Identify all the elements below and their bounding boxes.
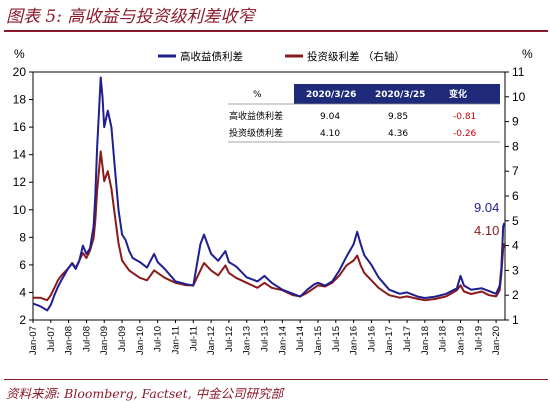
x-tick-label: Jan-14	[277, 326, 288, 355]
title-divider	[4, 30, 548, 32]
left-tick-label: 4	[19, 285, 26, 299]
investment-grade-series-line	[33, 150, 506, 302]
table-cell-negative: -0.26	[453, 129, 477, 139]
x-tick-label: Jan-15	[313, 326, 324, 355]
left-tick-label: 16	[13, 120, 27, 134]
x-tick-label: Jul-17	[402, 326, 413, 352]
left-tick-label: 18	[13, 93, 27, 107]
table-header-bg	[294, 84, 500, 104]
x-tick-label: Jan-13	[242, 326, 253, 355]
table-row-label: 高收益债利差	[229, 110, 283, 122]
legend-label-high-yield: 高收益债利差	[180, 50, 243, 63]
table-header-date-1: 2020/3/26	[306, 90, 356, 100]
right-tick-label: 2	[512, 288, 519, 302]
right-tick-label: 11	[512, 65, 525, 79]
table-header-corner: %	[253, 90, 262, 100]
x-tick-label: Jul-15	[331, 326, 342, 352]
left-tick-label: 10	[13, 203, 27, 217]
table-cell-negative: -0.81	[453, 112, 476, 122]
x-tick-label: Jan-19	[455, 326, 466, 355]
left-tick-label: 14	[13, 148, 27, 162]
x-tick-label: Jul-07	[46, 326, 57, 352]
right-tick-label: 9	[512, 115, 519, 129]
table-header-change: 变化	[449, 88, 467, 100]
table-row-label: 投资级债利差	[229, 127, 283, 139]
x-tick-label: Jul-10	[153, 326, 164, 352]
left-tick-label: 2	[19, 313, 26, 327]
end-label-high-yield: 9.04	[474, 200, 499, 215]
right-axis-unit: %	[522, 47, 533, 61]
table-cell: 9.85	[388, 112, 408, 122]
right-tick-label: 8	[512, 139, 519, 153]
right-tick-label: 3	[512, 263, 519, 277]
right-tick-label: 1	[512, 313, 519, 327]
legend-label-investment-grade: 投资级利差 （右轴）	[307, 50, 405, 63]
table-header-date-2: 2020/3/25	[375, 90, 425, 100]
x-tick-label: Jul-19	[473, 326, 484, 352]
left-tick-label: 20	[13, 65, 27, 79]
series-lines	[32, 76, 506, 312]
x-tick-label: Jul-08	[81, 326, 92, 352]
x-tick-label: Jan-16	[349, 326, 360, 355]
x-tick-label: Jan-11	[170, 326, 181, 354]
right-tick-label: 4	[512, 239, 519, 253]
legend: 高收益债利差 投资级利差 （右轴）	[158, 50, 405, 63]
x-tick-label: Jul-16	[366, 326, 377, 352]
high-yield-series-line	[32, 76, 506, 312]
spread-table: % 2020/3/26 2020/3/25 变化 高收益债利差 9.04 9.8…	[228, 84, 500, 143]
x-tick-label: Jan-17	[384, 326, 395, 355]
x-axis: Jan-07 Jul-07 Jan-08 Jul-08 Jan-09 Jul-09 Jan-…	[28, 320, 502, 355]
x-tick-label: Jan-07	[28, 326, 39, 355]
footer-divider	[4, 379, 548, 380]
table-cell: 4.36	[388, 129, 408, 139]
x-tick-label: Jul-12	[224, 326, 235, 352]
right-tick-label: 6	[512, 189, 519, 203]
x-tick-label: Jul-13	[260, 326, 271, 352]
right-tick-label: 7	[512, 164, 519, 178]
table-cell: 9.04	[320, 112, 340, 122]
source-note: 资料来源: Bloomberg, Factset, 中金公司研究部	[6, 386, 284, 401]
end-label-investment-grade: 4.10	[474, 223, 499, 238]
right-tick-label: 10	[512, 90, 526, 104]
x-tick-label: Jul-09	[117, 326, 128, 352]
left-y-axis: 2 4 6 8 10 12 14 16 18 20	[13, 65, 33, 327]
x-tick-label: Jan-12	[206, 326, 217, 355]
x-tick-label: Jan-10	[135, 326, 146, 355]
left-axis-unit: %	[14, 47, 25, 61]
chart-title: 图表 5: 高收益与投资级利差收窄	[6, 7, 255, 27]
x-tick-label: Jan-09	[99, 326, 110, 355]
table-cell: 4.10	[320, 129, 340, 139]
x-tick-label: Jul-11	[188, 326, 199, 351]
left-tick-label: 12	[13, 175, 27, 189]
right-y-axis: 1 2 3 4 5 6 7 8 9 10 11	[505, 65, 526, 327]
left-tick-label: 6	[19, 258, 26, 272]
x-tick-label: Jan-08	[64, 326, 75, 355]
x-tick-label: Jul-14	[295, 326, 306, 352]
left-tick-label: 8	[19, 230, 26, 244]
x-tick-label: Jan-18	[420, 326, 431, 355]
x-tick-label: Jul-18	[438, 326, 449, 352]
x-tick-label: Jan-20	[491, 326, 502, 355]
right-tick-label: 5	[512, 214, 519, 228]
